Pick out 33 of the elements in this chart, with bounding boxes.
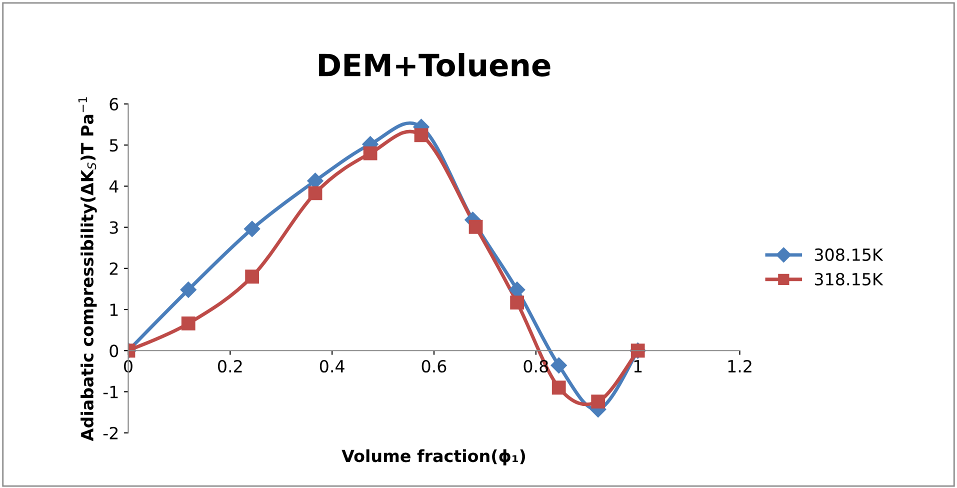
point [552, 380, 566, 395]
y-tick-label: 5 [110, 139, 118, 152]
y-tick-label: 4 [109, 180, 118, 193]
y-tick-label: 6 [110, 98, 118, 111]
point [510, 296, 524, 310]
y-axis-title: Adiabatic compressibility(ΔK$_{S}$)T Pa$^{−1}$ [78, 97, 97, 442]
y-tick-label: 3 [110, 221, 118, 234]
chart-title: DEM+Toluene [319, 52, 550, 77]
point [363, 146, 378, 160]
point [244, 220, 260, 237]
x-tick-label: 0.2 [218, 360, 242, 373]
x-tick-label: 0 [124, 360, 132, 373]
x-tick-label: 1.2 [728, 360, 752, 372]
point [509, 282, 526, 298]
x-axis-title: Volume fraction(ϕ₁) [342, 449, 526, 466]
legend-label: 318.15K [814, 272, 884, 286]
point [550, 357, 567, 374]
x-tick-label: 0.6 [422, 360, 446, 373]
legend-label: 308.15K [814, 248, 884, 262]
point [245, 270, 260, 284]
point [414, 128, 428, 142]
y-tick-label: -1 [103, 386, 118, 398]
y-tick-label: 1 [110, 304, 118, 316]
point [181, 316, 196, 330]
x-tick-label: 0.4 [320, 360, 344, 373]
point [308, 186, 322, 200]
y-tick-label: -2 [103, 426, 118, 440]
point [180, 282, 196, 298]
point [468, 220, 483, 234]
y-tick-label: 2 [110, 262, 118, 275]
point [591, 394, 606, 409]
y-tick-label: 0 [110, 344, 118, 358]
x-tick-label: 1 [634, 360, 642, 372]
